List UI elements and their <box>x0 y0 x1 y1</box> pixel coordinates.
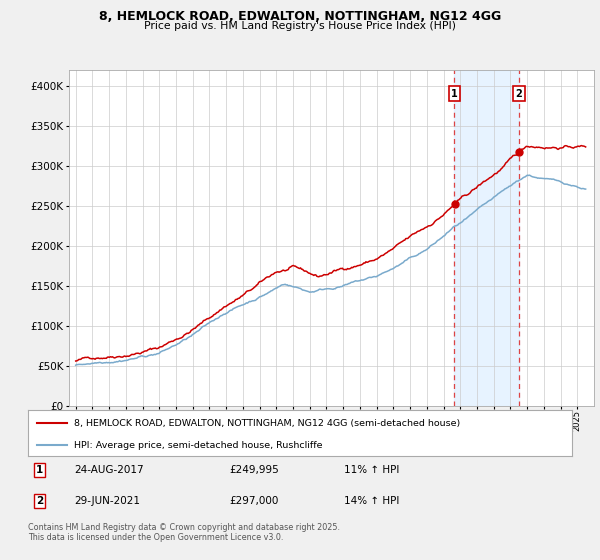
Text: £249,995: £249,995 <box>229 465 279 475</box>
Text: 2: 2 <box>515 88 522 99</box>
Text: Contains HM Land Registry data © Crown copyright and database right 2025.
This d: Contains HM Land Registry data © Crown c… <box>28 522 340 542</box>
Text: Price paid vs. HM Land Registry's House Price Index (HPI): Price paid vs. HM Land Registry's House … <box>144 21 456 31</box>
Bar <box>454 70 519 406</box>
Text: 8, HEMLOCK ROAD, EDWALTON, NOTTINGHAM, NG12 4GG (semi-detached house): 8, HEMLOCK ROAD, EDWALTON, NOTTINGHAM, N… <box>74 419 460 428</box>
Text: 11% ↑ HPI: 11% ↑ HPI <box>344 465 399 475</box>
Text: 1: 1 <box>451 88 458 99</box>
Text: 2: 2 <box>36 496 43 506</box>
Text: HPI: Average price, semi-detached house, Rushcliffe: HPI: Average price, semi-detached house,… <box>74 441 322 450</box>
Text: 29-JUN-2021: 29-JUN-2021 <box>74 496 140 506</box>
Text: £297,000: £297,000 <box>229 496 278 506</box>
Text: 14% ↑ HPI: 14% ↑ HPI <box>344 496 399 506</box>
Text: 24-AUG-2017: 24-AUG-2017 <box>74 465 143 475</box>
Text: 1: 1 <box>36 465 43 475</box>
Text: 8, HEMLOCK ROAD, EDWALTON, NOTTINGHAM, NG12 4GG: 8, HEMLOCK ROAD, EDWALTON, NOTTINGHAM, N… <box>99 10 501 22</box>
